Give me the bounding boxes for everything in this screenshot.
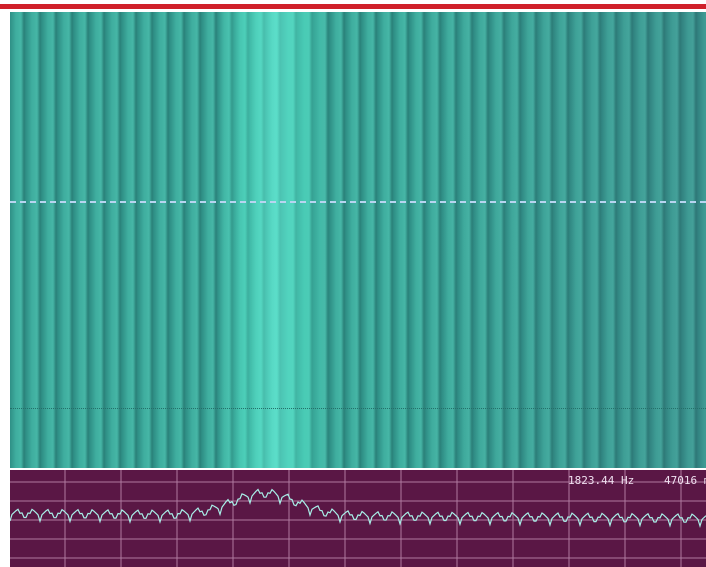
screen: {"readout": {"frequency": "1823.44 Hz", … xyxy=(0,0,706,567)
position-readout: 47016 m xyxy=(664,474,706,487)
scope-trace xyxy=(10,490,706,527)
dotted-line xyxy=(10,408,706,409)
marker-line xyxy=(10,201,706,203)
shade xyxy=(406,12,706,468)
frequency-readout: 1823.44 Hz xyxy=(568,474,634,487)
waterfall-display xyxy=(10,12,706,468)
top-bar xyxy=(0,4,706,9)
spectrum-scope: 1823.44 Hz 47016 m xyxy=(10,470,706,567)
